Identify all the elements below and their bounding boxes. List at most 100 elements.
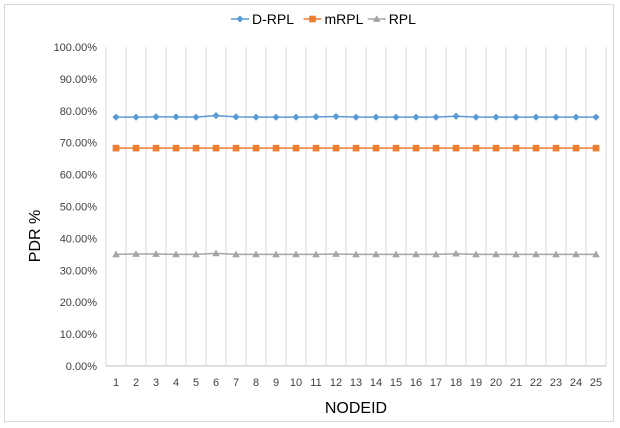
data-point-diamond [312, 113, 320, 121]
y-tick-label: 70.00% [60, 138, 98, 150]
data-point-diamond [572, 113, 580, 121]
data-point-diamond [232, 113, 240, 121]
data-point-diamond [592, 113, 600, 121]
data-point-square [192, 144, 200, 152]
data-point-square [352, 144, 360, 152]
x-tick-label: 6 [213, 377, 219, 389]
x-tick-label: 11 [310, 377, 321, 389]
x-tick-label: 9 [273, 377, 279, 389]
data-point-triangle [152, 250, 160, 257]
x-tick-label: 23 [550, 377, 562, 389]
data-point-diamond [532, 113, 540, 121]
legend-label: RPL [389, 11, 416, 27]
data-point-triangle [232, 250, 240, 258]
data-point-triangle [352, 250, 360, 258]
data-point-triangle [372, 15, 381, 22]
data-point-square [332, 144, 340, 152]
series-d-rpl [112, 111, 600, 121]
x-tick-label: 13 [350, 377, 362, 389]
y-tick-label: 40.00% [60, 233, 98, 245]
data-point-square [172, 144, 180, 152]
data-point-triangle [112, 250, 120, 258]
data-point-diamond [292, 113, 300, 121]
data-point-triangle [552, 250, 560, 258]
x-tick-label: 12 [330, 377, 342, 389]
data-point-diamond [412, 113, 420, 121]
x-tick-label: 20 [490, 377, 502, 389]
data-point-triangle [252, 250, 260, 258]
data-point-diamond [236, 15, 244, 23]
legend-label: mRPL [325, 11, 364, 27]
data-point-triangle [472, 250, 480, 258]
data-point-square [572, 144, 580, 152]
data-point-square [472, 144, 480, 152]
data-point-diamond [492, 113, 500, 121]
data-point-triangle [292, 250, 300, 258]
y-tick-label: 80.00% [60, 106, 98, 118]
data-point-triangle [272, 250, 280, 258]
data-point-diamond [172, 113, 180, 121]
data-point-square [132, 144, 140, 152]
data-point-square [152, 144, 160, 152]
data-point-diamond [112, 113, 120, 121]
data-point-triangle [312, 250, 320, 258]
data-point-diamond [472, 113, 480, 121]
data-point-diamond [352, 113, 360, 121]
data-point-triangle [532, 250, 540, 258]
data-point-square [292, 144, 300, 152]
data-point-diamond [452, 112, 460, 120]
grid-layer [105, 47, 607, 366]
data-point-diamond [512, 113, 520, 121]
data-point-square [272, 144, 280, 152]
x-tick-label: 19 [470, 377, 482, 389]
data-point-square [512, 144, 520, 152]
y-tick-label: 50.00% [60, 202, 98, 214]
data-point-square [532, 144, 540, 152]
data-point-square [412, 144, 420, 152]
data-point-square [252, 144, 260, 152]
series-layer [112, 111, 600, 258]
data-point-triangle [332, 250, 340, 257]
data-point-triangle [512, 250, 520, 258]
data-point-diamond [252, 113, 260, 121]
x-tick-label: 18 [450, 377, 462, 389]
data-point-square [432, 144, 440, 152]
series-rpl [112, 249, 600, 258]
data-point-triangle [572, 250, 580, 258]
x-tick-label: 1 [113, 377, 119, 389]
data-point-square [232, 144, 240, 152]
data-point-triangle [492, 250, 500, 258]
y-tick-label: 0.00% [66, 361, 97, 373]
x-tick-label: 25 [590, 377, 602, 389]
legend: D-RPL mRPL RPL [231, 11, 416, 27]
x-tick-label: 2 [133, 377, 139, 389]
data-point-triangle [372, 250, 380, 258]
data-point-square [212, 144, 220, 152]
x-tick-label: 7 [233, 377, 239, 389]
data-point-diamond [192, 113, 200, 121]
data-point-square [309, 15, 316, 23]
y-tick-label: 100.00% [54, 42, 98, 54]
x-tick-label: 3 [153, 377, 159, 389]
data-point-square [452, 144, 460, 152]
x-tick-label: 16 [410, 377, 422, 389]
data-point-triangle [592, 250, 600, 258]
data-point-diamond [132, 113, 140, 121]
legend-label: D-RPL [252, 11, 294, 27]
x-tick-label: 21 [510, 377, 522, 389]
y-tick-label: 30.00% [60, 265, 98, 277]
x-axis-title: NODEID [325, 400, 387, 417]
x-tick-label: 15 [390, 377, 402, 389]
y-tick-label: 90.00% [60, 74, 98, 86]
data-point-square [552, 144, 560, 152]
data-point-triangle [452, 249, 460, 257]
x-tick-label: 10 [290, 377, 302, 389]
data-point-diamond [372, 113, 380, 121]
x-tick-label: 5 [193, 377, 199, 389]
data-point-triangle [192, 250, 200, 258]
series-mrpl [112, 144, 600, 152]
legend-item-mrpl: mRPL [303, 11, 364, 27]
data-point-diamond [552, 113, 560, 121]
legend-item-d-rpl: D-RPL [231, 11, 294, 27]
data-point-square [392, 144, 400, 152]
